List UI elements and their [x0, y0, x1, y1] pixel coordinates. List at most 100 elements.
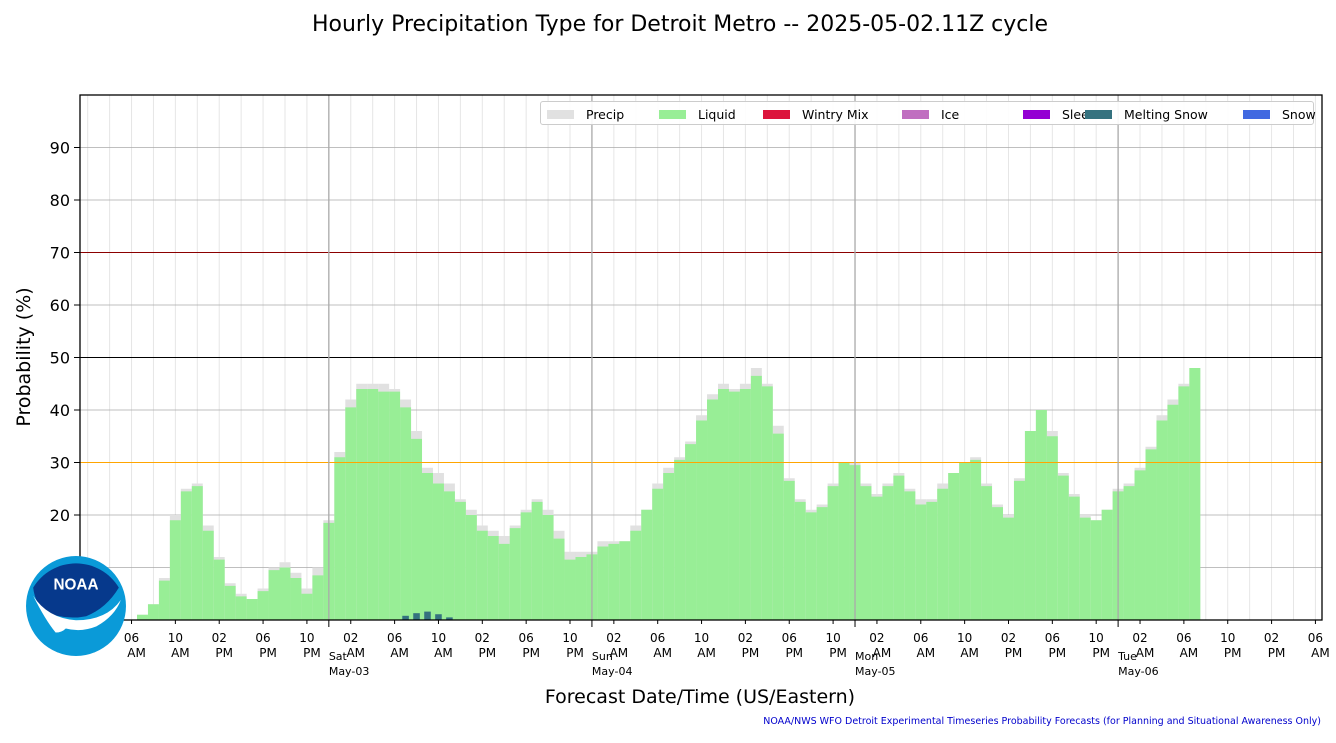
x-tick-ampm: PM	[829, 646, 847, 660]
legend-swatch	[659, 110, 686, 119]
legend-item-melting-snow: Melting Snow	[1085, 106, 1208, 122]
liquid-bar	[652, 489, 663, 620]
liquid-bar	[444, 491, 455, 620]
liquid-bar	[203, 531, 214, 620]
liquid-bar	[312, 575, 323, 620]
x-tick-ampm: PM	[1049, 646, 1067, 660]
liquid-bar	[915, 505, 926, 621]
legend-item-wintry-mix: Wintry Mix	[763, 106, 869, 122]
melting-snow-bar	[413, 613, 420, 620]
liquid-bar	[1146, 449, 1157, 620]
liquid-bar	[597, 547, 608, 621]
logo-text: NOAA	[54, 577, 99, 594]
liquid-bar	[970, 460, 981, 620]
liquid-bar	[718, 389, 729, 620]
liquid-bar	[619, 541, 630, 620]
y-tick-label: 20	[50, 506, 70, 525]
liquid-bar	[1080, 518, 1091, 620]
day-date-label: May-05	[855, 665, 896, 678]
liquid-bar	[345, 407, 356, 620]
chart-title: Hourly Precipitation Type for Detroit Me…	[0, 12, 1336, 37]
liquid-bar	[871, 497, 882, 620]
liquid-bar	[937, 489, 948, 620]
liquid-bar	[828, 486, 839, 620]
legend-label: Wintry Mix	[802, 107, 869, 122]
liquid-bar	[992, 507, 1003, 620]
noaa-logo: NOAA	[25, 555, 127, 657]
liquid-bar	[247, 599, 258, 620]
liquid-bar	[1025, 431, 1036, 620]
day-date-label: May-03	[329, 665, 370, 678]
legend-item-ice: Ice	[902, 106, 959, 122]
legend-label: Ice	[941, 107, 959, 122]
liquid-bar	[707, 400, 718, 621]
x-tick-time: 10	[168, 631, 183, 645]
liquid-bars	[137, 368, 1200, 620]
legend-swatch	[1085, 110, 1112, 119]
y-axis-label: Probability (%)	[13, 287, 35, 426]
liquid-bar	[521, 512, 532, 620]
liquid-bar	[455, 502, 466, 620]
liquid-bar	[817, 507, 828, 620]
liquid-bar	[159, 581, 170, 620]
y-axis-ticks: 20 30 40 50 60 70 80 90	[50, 139, 80, 526]
liquid-bar	[565, 560, 576, 620]
liquid-bar	[334, 457, 345, 620]
liquid-bar	[258, 591, 269, 620]
x-tick-time: 02	[1132, 631, 1147, 645]
x-tick-ampm: PM	[1224, 646, 1242, 660]
liquid-bar	[959, 463, 970, 621]
liquid-bar	[1036, 410, 1047, 620]
legend-label: Liquid	[698, 107, 736, 122]
liquid-bar	[1069, 497, 1080, 620]
liquid-bar	[1014, 481, 1025, 620]
x-tick-time: 06	[255, 631, 270, 645]
x-tick-ampm: AM	[1136, 646, 1155, 660]
footer-credit: NOAA/NWS WFO Detroit Experimental Timese…	[763, 716, 1321, 727]
day-name-label: Sat	[329, 650, 348, 663]
x-tick-ampm: PM	[479, 646, 497, 660]
day-name-label: Mon	[855, 650, 878, 663]
liquid-bar	[1167, 405, 1178, 620]
y-tick-label: 70	[50, 244, 70, 263]
liquid-bar	[1156, 421, 1167, 621]
melting-snow-bar	[424, 612, 431, 620]
y-tick-label: 90	[50, 139, 70, 158]
liquid-bar	[532, 502, 543, 620]
x-tick-time: 10	[299, 631, 314, 645]
liquid-bar	[773, 434, 784, 620]
liquid-bar	[806, 512, 817, 620]
x-tick-time: 02	[343, 631, 358, 645]
liquid-bar	[1003, 518, 1014, 620]
x-tick-time: 10	[562, 631, 577, 645]
liquid-bar	[948, 473, 959, 620]
liquid-bar	[904, 491, 915, 620]
y-tick-label: 30	[50, 454, 70, 473]
liquid-bar	[422, 473, 433, 620]
liquid-bar	[1135, 470, 1146, 620]
liquid-bar	[696, 421, 707, 621]
x-tick-ampm: PM	[785, 646, 803, 660]
liquid-bar	[1047, 436, 1058, 620]
liquid-bar	[1091, 520, 1102, 620]
y-tick-label: 80	[50, 191, 70, 210]
x-tick-ampm: PM	[566, 646, 584, 660]
liquid-bar	[860, 486, 871, 620]
x-tick-ampm: AM	[127, 646, 146, 660]
liquid-bar	[488, 536, 499, 620]
liquid-bar	[839, 463, 850, 621]
legend: Precip Liquid Wintry Mix Ice Sleet Melting Sn…	[540, 101, 1314, 125]
legend-swatch	[902, 110, 929, 119]
liquid-bar	[433, 484, 444, 621]
liquid-bar	[214, 560, 225, 620]
x-tick-ampm: PM	[303, 646, 321, 660]
liquid-bar	[784, 481, 795, 620]
liquid-bar	[1102, 510, 1113, 620]
legend-label: Precip	[586, 107, 624, 122]
liquid-bar	[137, 615, 148, 620]
liquid-bar	[170, 520, 181, 620]
x-tick-ampm: PM	[259, 646, 277, 660]
day-name-label: Sun	[592, 650, 613, 663]
liquid-bar	[630, 531, 641, 620]
x-tick-time: 02	[738, 631, 753, 645]
